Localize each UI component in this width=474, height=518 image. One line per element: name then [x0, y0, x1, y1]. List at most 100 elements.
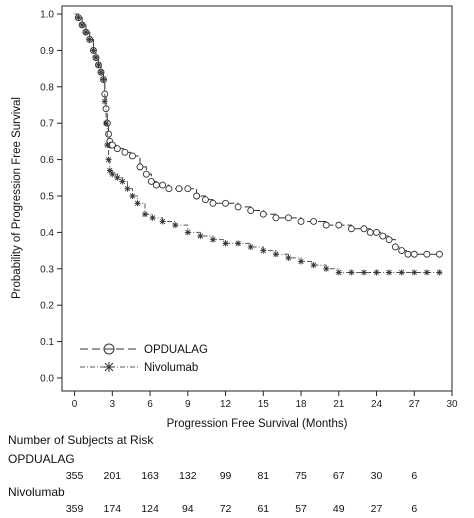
- censor-mark-nivolumab: [398, 269, 405, 276]
- risk-count: 6: [411, 470, 418, 482]
- censor-mark-nivolumab: [423, 269, 430, 276]
- censor-mark-nivolumab: [75, 14, 82, 21]
- x-tick-label: 6: [147, 399, 153, 410]
- censor-mark-opdualag: [259, 210, 267, 218]
- x-tick-label: 27: [409, 399, 421, 410]
- censor-mark-opdualag: [201, 196, 209, 204]
- censor-mark-opdualag: [247, 207, 255, 215]
- censor-mark-nivolumab: [106, 167, 113, 174]
- censor-mark-opdualag: [152, 181, 160, 189]
- censor-mark-nivolumab: [95, 61, 102, 68]
- legend-item-opdualag: OPDUALAG: [80, 343, 208, 356]
- risk-count: 201: [103, 470, 122, 482]
- censor-mark-nivolumab: [159, 218, 166, 225]
- censor-mark-opdualag: [423, 250, 431, 258]
- y-tick-label: 0.8: [40, 82, 54, 93]
- censor-mark-nivolumab: [323, 265, 330, 272]
- y-tick-label: 0.0: [40, 374, 54, 385]
- censor-mark-opdualag: [175, 185, 183, 193]
- censor-mark-opdualag: [121, 148, 129, 156]
- censor-mark-opdualag: [391, 243, 399, 251]
- risk-count: 6: [411, 503, 418, 515]
- censor-mark-nivolumab: [101, 98, 108, 105]
- risk-count: 355: [65, 470, 84, 482]
- censor-mark-opdualag: [142, 170, 150, 178]
- censor-mark-opdualag: [366, 228, 374, 236]
- censor-mark-opdualag: [272, 214, 280, 222]
- censor-mark-nivolumab: [247, 243, 254, 250]
- censor-mark-opdualag: [105, 130, 112, 138]
- censor-mark-nivolumab: [79, 21, 86, 28]
- censor-mark-nivolumab: [129, 193, 136, 199]
- censor-mark-nivolumab: [197, 233, 204, 240]
- km-chart: 0.0 0.1 0.2 0.3 0.4 0.5 0.6 0.7 0.8 0.9 1.0 0 3 6 9 12…: [11, 5, 458, 430]
- risk-count: 132: [179, 470, 197, 482]
- risk-count: 67: [332, 470, 345, 482]
- censor-mark-nivolumab: [310, 262, 317, 269]
- risk-group-label-nivolumab: Nivolumab: [8, 485, 65, 499]
- y-axis: 0.0 0.1 0.2 0.3 0.4 0.5 0.6 0.7 0.8 0.9 1.0: [40, 10, 62, 385]
- censor-mark-nivolumab: [386, 269, 393, 276]
- x-axis: 0 3 6 9 12 15 18 21 24 27 30: [72, 391, 458, 410]
- y-tick-label: 0.6: [40, 155, 54, 166]
- y-tick-label: 0.1: [40, 337, 54, 348]
- censor-mark-opdualag: [297, 218, 305, 225]
- x-tick-label: 15: [258, 399, 270, 410]
- censor-mark-opdualag: [347, 225, 355, 233]
- censor-mark-nivolumab: [124, 185, 131, 192]
- risk-count: 61: [257, 503, 270, 515]
- x-tick-label: 30: [446, 399, 458, 410]
- censor-mark-opdualag: [184, 185, 192, 193]
- censor-mark-nivolumab: [114, 174, 121, 181]
- censor-mark-nivolumab: [360, 269, 367, 276]
- censor-mark-opdualag: [435, 250, 443, 258]
- series-line-opdualag: [74, 13, 440, 255]
- x-tick-label: 24: [371, 399, 383, 410]
- censor-mark-nivolumab: [260, 247, 267, 254]
- censor-mark-opdualag: [113, 145, 121, 153]
- censor-mark-nivolumab: [298, 258, 305, 265]
- censor-mark-nivolumab: [98, 69, 104, 76]
- risk-count: 81: [257, 470, 270, 482]
- censor-mark-nivolumab: [142, 211, 149, 218]
- series-line-nivolumab: [74, 13, 440, 273]
- y-tick-label: 0.7: [40, 119, 54, 130]
- risk-count: 30: [370, 470, 383, 482]
- censor-mark-opdualag: [136, 163, 144, 171]
- censor-mark-opdualag: [385, 236, 393, 244]
- y-tick-label: 0.5: [40, 192, 54, 203]
- censor-mark-nivolumab: [209, 236, 216, 243]
- censor-mark-nivolumab: [411, 269, 418, 276]
- censor-mark-nivolumab: [149, 214, 156, 221]
- censor-mark-opdualag: [322, 221, 330, 229]
- censor-mark-opdualag: [398, 247, 406, 255]
- x-axis-title: Progression Free Survival (Months): [167, 418, 348, 430]
- x-tick-label: 12: [220, 399, 232, 410]
- censor-mark-nivolumab: [90, 47, 97, 54]
- censor-mark-nivolumab: [105, 156, 112, 163]
- censor-mark-nivolumab: [348, 269, 355, 276]
- risk-table-title: Number of Subjects at Risk: [8, 433, 154, 447]
- censor-mark-nivolumab: [222, 240, 229, 247]
- censor-mark-nivolumab: [100, 76, 107, 83]
- y-axis-title: Probability of Progression Free Survival: [11, 97, 23, 299]
- censor-mark-opdualag: [373, 228, 380, 236]
- censor-mark-nivolumab: [104, 142, 111, 149]
- censor-mark-opdualag: [222, 199, 229, 207]
- censor-mark-nivolumab: [335, 269, 342, 276]
- legend-item-nivolumab: Nivolumab: [80, 362, 198, 374]
- censor-mark-opdualag: [410, 250, 418, 258]
- risk-count: 49: [332, 503, 345, 515]
- legend-label-opdualag: OPDUALAG: [144, 344, 208, 356]
- censor-mark-nivolumab: [134, 200, 141, 207]
- y-tick-label: 1.0: [40, 10, 54, 21]
- risk-count: 124: [141, 503, 159, 515]
- x-tick-label: 0: [72, 399, 78, 410]
- censor-mark-nivolumab: [86, 36, 93, 43]
- censor-mark-nivolumab: [436, 269, 443, 276]
- series-layer: [74, 13, 443, 276]
- plot-frame: [61, 5, 453, 392]
- risk-count: 57: [295, 503, 307, 515]
- legend: OPDUALAG Nivolumab: [80, 343, 208, 374]
- risk-count: 99: [219, 470, 232, 482]
